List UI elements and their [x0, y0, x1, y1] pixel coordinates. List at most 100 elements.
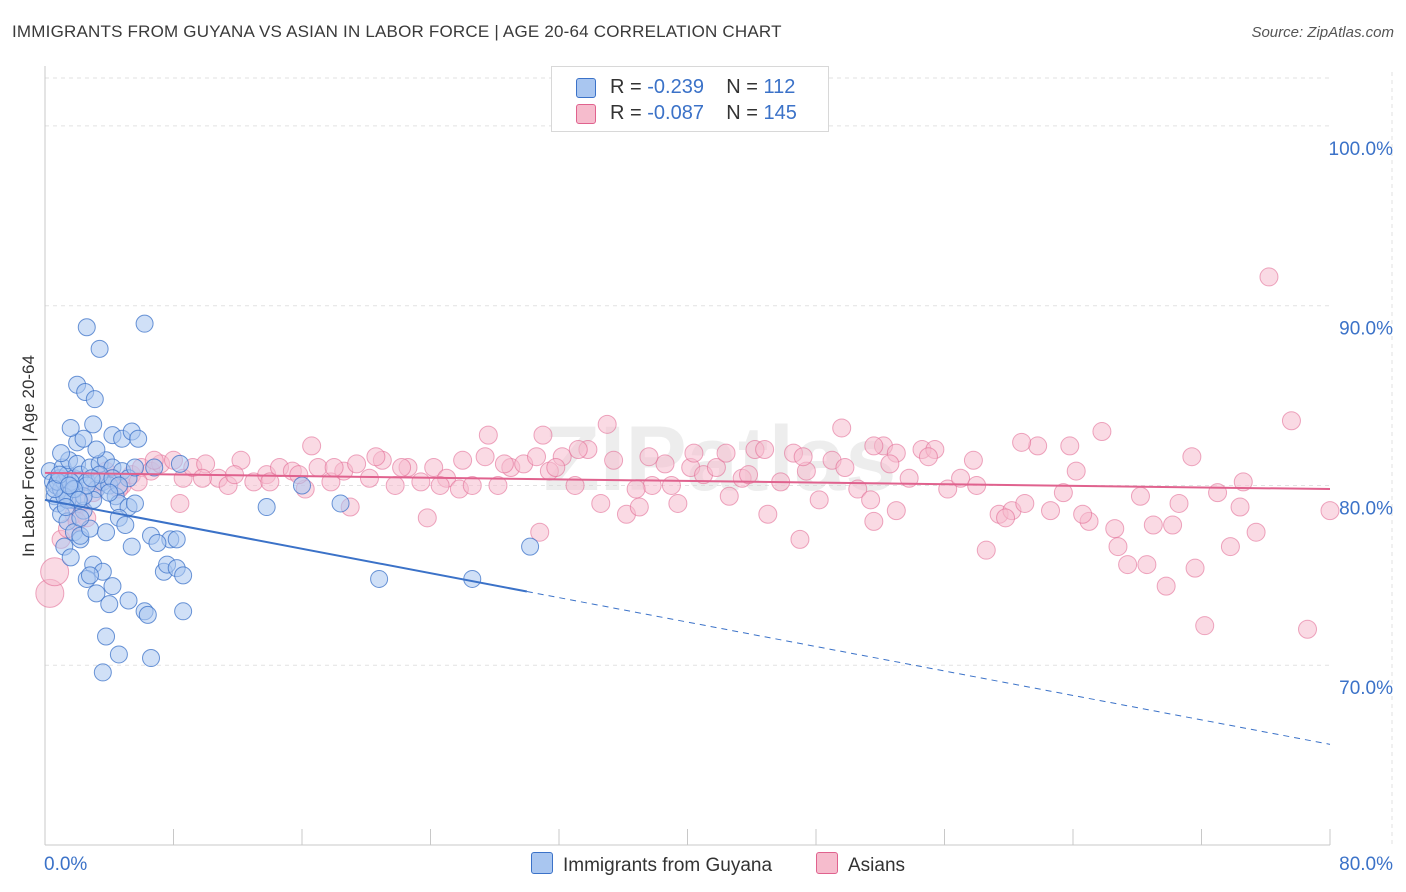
asians-point: [417, 508, 437, 528]
asians-point: [1208, 483, 1228, 503]
asians-point: [1233, 472, 1253, 492]
asians-point: [918, 447, 938, 467]
asians-point: [260, 472, 280, 492]
trend-lines: [44, 471, 1331, 745]
asians-point: [568, 440, 588, 460]
guyana-trend-line: [44, 498, 528, 593]
guyana-point: [84, 415, 103, 434]
legend-swatch-asians: [576, 104, 596, 124]
guyana-point: [135, 314, 154, 333]
asians-point: [716, 443, 736, 463]
guyana-point: [80, 566, 99, 585]
asians-point: [835, 457, 855, 477]
source-label: Source: ZipAtlas.com: [1251, 24, 1394, 41]
y-tick-label: 90.0%: [1339, 319, 1393, 340]
asians-point: [655, 454, 675, 474]
asians-point: [527, 447, 547, 467]
asians-point: [1066, 461, 1086, 481]
asians-point: [591, 493, 611, 513]
bottom-legend-label-asians: Asians: [848, 855, 906, 876]
guyana-point: [145, 458, 164, 477]
guyana-trend-line-extrapolated: [526, 591, 1331, 745]
asians-point: [976, 540, 996, 560]
asians-point: [1230, 497, 1250, 517]
guyana-point: [103, 577, 122, 596]
asians-point: [1105, 519, 1125, 539]
asians-point: [324, 457, 344, 477]
asians-point: [478, 425, 498, 445]
legend-swatch-guyana: [576, 78, 596, 98]
guyana-point: [463, 569, 482, 588]
bottom-legend-label-guyana: Immigrants from Guyana: [563, 855, 773, 876]
asians-point: [1163, 515, 1183, 535]
asians-point: [832, 418, 852, 438]
asians-point: [661, 475, 681, 495]
guyana-point: [74, 429, 93, 448]
asians-point: [1156, 576, 1176, 596]
guyana-point: [61, 418, 80, 437]
asians-point: [880, 454, 900, 474]
guyana-point: [119, 591, 138, 610]
asians-point: [347, 454, 367, 474]
asians-point: [1060, 436, 1080, 456]
y-tick-label: 100.0%: [1329, 139, 1394, 160]
guyana-point: [100, 595, 119, 614]
guyana-points: [40, 314, 540, 682]
asians-point: [1053, 483, 1073, 503]
guyana-point: [125, 494, 144, 513]
axes: [44, 66, 1331, 846]
asians-point: [565, 475, 585, 495]
asians-point: [1143, 515, 1163, 535]
asians-point: [1220, 537, 1240, 557]
asians-point: [530, 522, 550, 542]
asians-point: [1182, 447, 1202, 467]
asians-point: [1195, 616, 1215, 636]
guyana-point: [61, 548, 80, 567]
asians-point: [359, 468, 379, 488]
guyana-point: [331, 494, 350, 513]
asians-point: [453, 450, 473, 470]
asians-point: [1092, 422, 1112, 442]
guyana-point: [109, 645, 128, 664]
guyana-point: [60, 476, 79, 495]
y-tick-label: 70.0%: [1339, 678, 1393, 699]
asians-point: [1073, 504, 1093, 524]
guyana-point: [52, 444, 71, 463]
bottom-legend-swatch-asians: [816, 852, 838, 874]
asians-point: [1041, 501, 1061, 521]
asians-point: [424, 457, 444, 477]
asians-point: [1320, 501, 1340, 521]
guyana-point: [87, 584, 106, 603]
asians-point: [1108, 537, 1128, 557]
asians-point: [668, 493, 688, 513]
asians-point: [706, 457, 726, 477]
asians-point: [626, 479, 646, 499]
asians-point: [642, 475, 662, 495]
asians-point: [963, 450, 983, 470]
asians-point: [604, 450, 624, 470]
guyana-point: [167, 530, 186, 549]
bottom-legend-guyana: Immigrants from Guyana: [531, 852, 772, 877]
asians-point: [861, 490, 881, 510]
asians-point: [1130, 486, 1150, 506]
asians-point: [308, 457, 328, 477]
asians-point: [629, 497, 649, 517]
asians-point: [1012, 432, 1032, 452]
asians-point: [755, 440, 775, 460]
guyana-point: [100, 483, 119, 502]
asians-point: [170, 493, 190, 513]
asians-point: [1015, 493, 1035, 513]
asians-point: [1028, 436, 1048, 456]
legend-box: R = -0.239 N = 112 R = -0.087 N = 145: [551, 66, 829, 132]
guyana-point: [56, 498, 75, 517]
x-tick-label-min: 0.0%: [44, 854, 87, 875]
x-tick-label-max: 80.0%: [1339, 854, 1393, 875]
asians-point: [864, 511, 884, 531]
asians-point: [462, 475, 482, 495]
asians-point: [411, 472, 431, 492]
guyana-point: [82, 469, 101, 488]
legend-r-label: R =: [610, 102, 642, 124]
asians-points: [35, 267, 1340, 639]
asians-point: [488, 475, 508, 495]
asians-point: [1185, 558, 1205, 578]
